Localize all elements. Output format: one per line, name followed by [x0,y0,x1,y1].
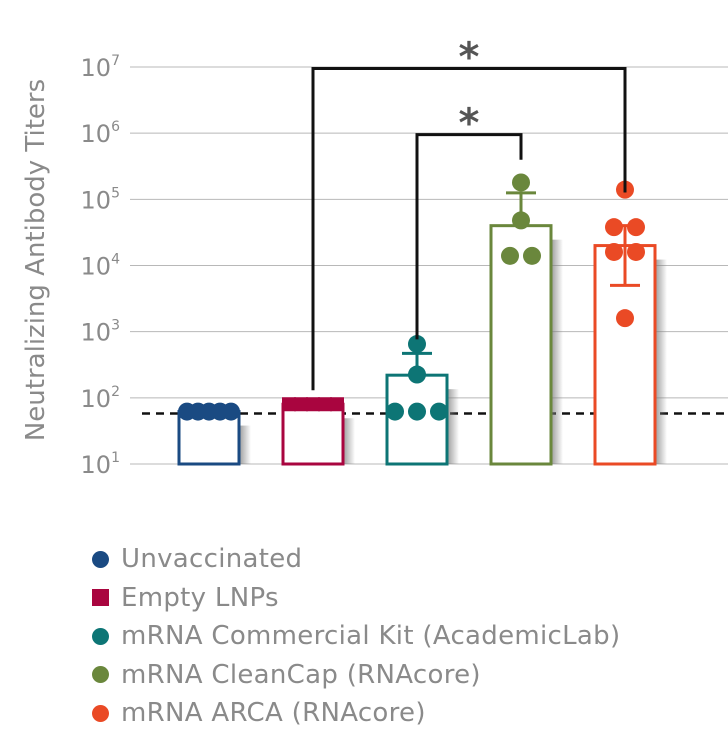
y-tick-label: 102 [81,384,120,413]
y-tick-label: 106 [81,119,121,148]
legend-label: mRNA Commercial Kit (AcademicLab) [121,621,621,652]
legend-label: mRNA ARCA (RNAcore) [121,698,426,729]
legend-label: Unvaccinated [121,544,303,575]
y-tick-label: 105 [81,185,120,214]
legend-label: mRNA CleanCap (RNAcore) [121,659,481,690]
y-tick-label: 101 [81,450,120,479]
data-point [222,402,240,421]
data-point [282,397,296,412]
legend-circle-icon [92,704,109,722]
data-point [616,309,634,328]
legend-item: Empty LNPs [92,579,620,618]
data-point [306,397,320,412]
legend-circle-icon [92,666,109,684]
bar-shadow [551,239,563,464]
significance-star: * [459,101,480,147]
bar [489,224,553,466]
data-point [386,402,404,421]
data-point [605,218,623,237]
data-point [430,402,448,421]
significance-bracket [311,67,627,391]
y-axis-ticks: 101 102 103 104 105 106 107 [81,53,121,479]
data-point [605,242,623,261]
significance-annotations: ** [311,35,627,391]
significance-bracket [415,133,523,340]
y-tick-label: 103 [81,318,120,347]
data-point [330,397,344,412]
y-axis-label: Neutralizing Antibody Titers [21,79,51,441]
data-point [501,246,519,265]
data-point [627,218,645,237]
data-point [512,211,530,230]
legend-square-icon [92,589,109,607]
significance-star: * [459,35,480,81]
data-point [294,397,308,412]
data-point [408,402,426,421]
legend: Unvaccinated Empty LNPs mRNA Commercial … [92,540,620,733]
bar-shadows [239,239,667,464]
data-point [512,173,530,192]
legend-item: Unvaccinated [92,540,620,579]
data-point [408,335,426,354]
y-tick-label: 104 [81,252,121,281]
chart: 101 102 103 104 105 106 107 Neutralizing Antib… [21,35,728,479]
legend-item: mRNA CleanCap (RNAcore) [92,656,620,695]
data-points [178,173,645,421]
legend-item: mRNA ARCA (RNAcore) [92,694,620,733]
bar-shadow [655,259,667,464]
data-point [318,397,332,412]
bar [281,402,345,466]
bar-shadow [447,389,459,464]
legend-label: Empty LNPs [121,582,279,613]
y-tick-label: 107 [81,53,120,82]
data-point [627,242,645,261]
legend-circle-icon [92,627,109,645]
legend-item: mRNA Commercial Kit (AcademicLab) [92,617,620,656]
data-point [408,365,426,384]
bar-shadow [239,425,251,464]
data-point [523,246,541,265]
bar-shadow [343,418,355,464]
legend-circle-icon [92,550,109,568]
